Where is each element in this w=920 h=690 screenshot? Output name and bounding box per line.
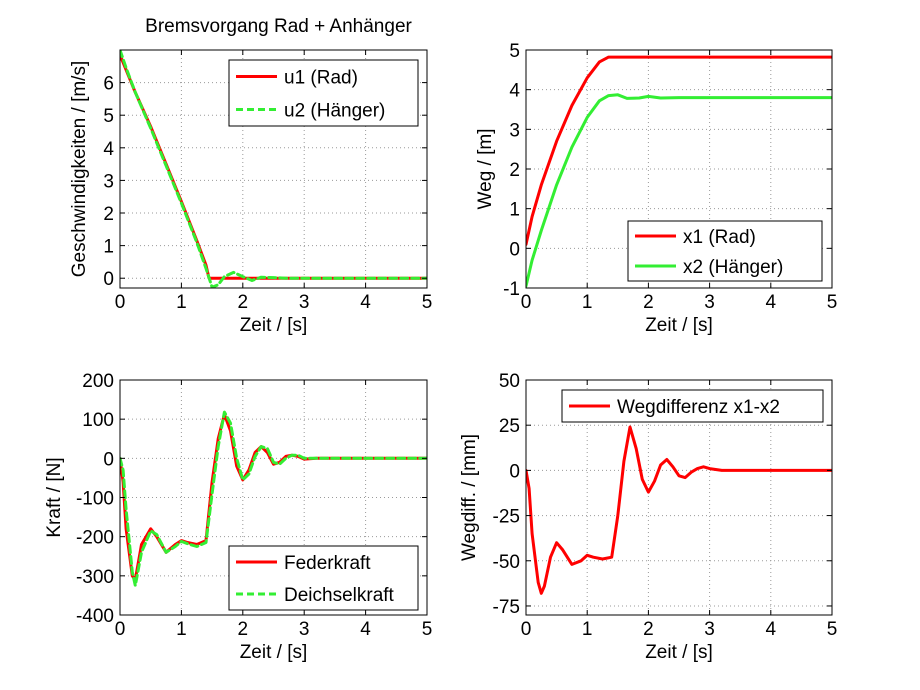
x-tick-label: 3 <box>299 619 310 640</box>
legend-box <box>228 59 419 127</box>
y-tick-label: 0 <box>103 269 114 290</box>
x-tick-label: 3 <box>704 292 715 313</box>
x-tick-label: 1 <box>176 292 187 313</box>
y-tick-label: 0 <box>509 239 520 260</box>
x-tick-label: 5 <box>827 619 838 640</box>
axes-frame <box>525 379 833 616</box>
y-tick-label: 0 <box>103 449 114 470</box>
y-tick-label: 1 <box>509 200 520 221</box>
y-tick-label: 4 <box>509 81 520 102</box>
x-tick-label: 0 <box>521 292 532 313</box>
y-tick-label: -50 <box>493 552 520 573</box>
y-tick-label: 3 <box>509 120 520 141</box>
y-axis-label: Wegdiff. / [mm] <box>459 434 480 561</box>
x-tick-label: 0 <box>115 292 126 313</box>
x-tick-label: 1 <box>582 619 593 640</box>
legend-label: Deichselkraft <box>284 585 395 606</box>
axes-frame <box>119 49 428 289</box>
legend: Federkraft Deichselkraft <box>228 545 419 611</box>
x-tick-label: 3 <box>299 292 310 313</box>
chart-title: Bremsvorgang Rad + Anhänger <box>145 16 412 37</box>
x-tick-label: 0 <box>521 619 532 640</box>
x-tick-label: 1 <box>176 619 187 640</box>
legend: Wegdifferenz x1-x2 <box>561 389 824 423</box>
y-tick-label: 2 <box>103 204 114 225</box>
y-tick-label: 1 <box>103 237 114 258</box>
y-axis-label: Kraft / [N] <box>44 457 65 537</box>
legend-box <box>627 220 823 282</box>
x-tick-label: 4 <box>766 619 777 640</box>
x-tick-label: 4 <box>766 292 777 313</box>
legend: x1 (Rad) x2 (Hänger) <box>627 220 823 282</box>
chart-3: 0 1 2 3 4 5 -400 -300 -200 -100 0 100 200 Zeit / [s] K… <box>44 371 432 663</box>
y-tick-label: -200 <box>76 528 114 549</box>
legend-label: Wegdifferenz x1-x2 <box>617 397 780 418</box>
series-group <box>120 50 427 288</box>
x-axis-label: Zeit / [s] <box>240 642 308 663</box>
x-tick-label: 5 <box>827 292 838 313</box>
legend-box <box>228 545 419 611</box>
legend: u1 (Rad) u2 (Hänger) <box>228 59 419 127</box>
y-axis-label: Geschwindigkeiten / [m/s] <box>69 61 90 277</box>
x-tick-label: 2 <box>238 619 249 640</box>
x-tick-label: 5 <box>422 292 433 313</box>
chart-4: 0 1 2 3 4 5 -75 -50 -25 0 25 50 Zeit / [s] Wegdiff. /… <box>459 371 837 663</box>
x-tick-label: 3 <box>704 619 715 640</box>
x-axis-label: Zeit / [s] <box>645 642 713 663</box>
legend-label: x1 (Rad) <box>683 227 756 248</box>
series-line-wegdifferenz-x1-x2 <box>526 425 832 595</box>
series-group <box>526 55 832 288</box>
series-line-x2-h-nger- <box>526 93 832 288</box>
y-tick-label: 200 <box>82 371 114 392</box>
y-tick-label: 50 <box>499 371 520 392</box>
legend-label: x2 (Hänger) <box>683 257 783 278</box>
x-tick-label: 1 <box>582 292 593 313</box>
y-tick-label: 5 <box>509 41 520 62</box>
series-line-u2-h-nger- <box>120 50 427 288</box>
x-tick-label: 2 <box>643 292 654 313</box>
y-tick-label: 2 <box>509 160 520 181</box>
x-tick-label: 4 <box>360 619 371 640</box>
series-line-x1-rad- <box>526 55 832 246</box>
y-tick-label: -25 <box>493 507 520 528</box>
x-tick-label: 5 <box>422 619 433 640</box>
legend-label: u1 (Rad) <box>284 68 358 89</box>
legend-label: Federkraft <box>284 553 371 574</box>
x-axis-label: Zeit / [s] <box>645 315 713 336</box>
y-tick-label: 4 <box>103 139 114 160</box>
series-group <box>526 425 832 595</box>
y-tick-label: -75 <box>493 597 520 618</box>
chart-1: 0 1 2 3 4 5 0 1 2 3 4 5 6 Zeit / [s] Geschwindigkeiten… <box>69 16 432 336</box>
y-tick-label: -1 <box>503 279 520 300</box>
y-axis-label: Weg / [m] <box>475 129 496 210</box>
y-tick-label: 100 <box>82 410 114 431</box>
x-tick-label: 0 <box>115 619 126 640</box>
y-tick-label: 0 <box>509 461 520 482</box>
y-tick-label: -400 <box>76 606 114 627</box>
series-group <box>120 410 427 588</box>
x-axis-label: Zeit / [s] <box>240 315 308 336</box>
y-tick-label: -300 <box>76 567 114 588</box>
y-tick-label: 5 <box>103 106 114 127</box>
x-tick-label: 2 <box>238 292 249 313</box>
series-line-deichselkraft <box>120 410 427 588</box>
x-tick-label: 4 <box>360 292 371 313</box>
y-tick-label: 6 <box>103 74 114 95</box>
y-tick-label: 3 <box>103 171 114 192</box>
y-tick-label: -100 <box>76 489 114 510</box>
legend-label: u2 (Hänger) <box>284 101 385 122</box>
y-tick-label: 25 <box>499 416 520 437</box>
x-tick-label: 2 <box>643 619 654 640</box>
